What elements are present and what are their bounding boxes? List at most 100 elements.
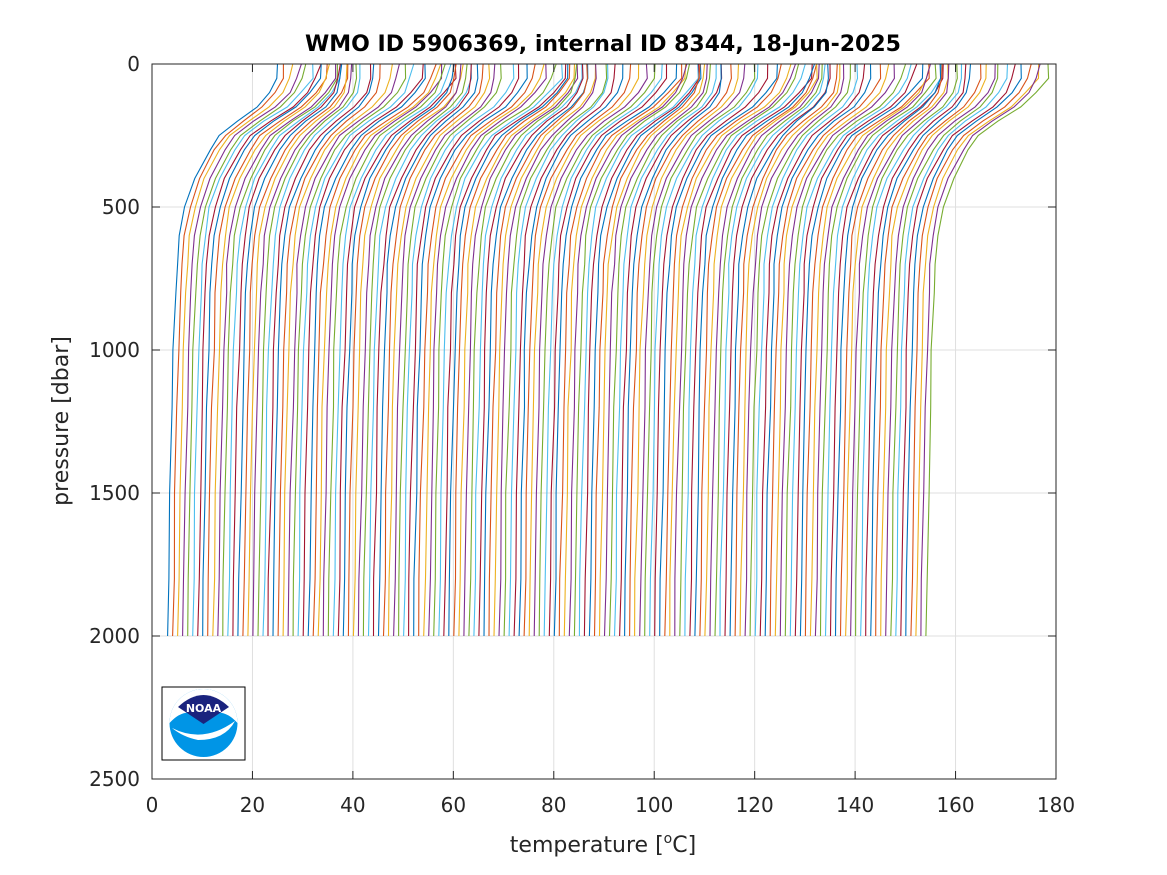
profile-line bbox=[518, 63, 624, 637]
profile-line bbox=[563, 63, 687, 637]
x-tick-label: 120 bbox=[736, 793, 774, 817]
profile-line bbox=[187, 63, 307, 637]
profile-line bbox=[428, 63, 547, 637]
profile-line bbox=[875, 63, 982, 637]
profile-line bbox=[839, 63, 943, 637]
profile-line bbox=[312, 63, 437, 637]
profile-line bbox=[804, 63, 930, 637]
profile-line bbox=[408, 63, 520, 637]
profile-line bbox=[603, 63, 708, 637]
profile-line bbox=[302, 63, 424, 637]
profile-line bbox=[322, 63, 443, 637]
profile-line bbox=[719, 63, 826, 637]
profile-line bbox=[538, 63, 656, 637]
profile-line bbox=[543, 63, 663, 637]
profile-line bbox=[317, 63, 442, 637]
profile-line bbox=[277, 63, 381, 637]
profile-line bbox=[387, 63, 491, 637]
profile-line bbox=[332, 63, 452, 637]
profile-line bbox=[503, 63, 608, 637]
profile-line bbox=[734, 63, 838, 637]
profile-line bbox=[448, 63, 569, 637]
y-tick-label: 2500 bbox=[89, 767, 140, 791]
profile-line bbox=[398, 63, 502, 637]
profile-line bbox=[443, 63, 567, 637]
profile-line bbox=[272, 63, 375, 637]
profile-line bbox=[920, 63, 1041, 637]
profile-line bbox=[699, 63, 818, 637]
profile-line bbox=[468, 63, 578, 637]
profile-line bbox=[227, 63, 342, 637]
profile-line bbox=[197, 63, 322, 637]
profile-line bbox=[704, 63, 818, 637]
profile-line bbox=[423, 63, 545, 637]
profile-line bbox=[613, 63, 717, 637]
profile-line bbox=[664, 63, 782, 637]
profile-line bbox=[307, 63, 426, 637]
x-tick-label: 0 bbox=[146, 793, 159, 817]
profile-line bbox=[553, 63, 678, 637]
profile-line bbox=[634, 63, 740, 637]
profile-line bbox=[588, 63, 702, 637]
profile-line bbox=[172, 64, 284, 637]
profile-line bbox=[860, 63, 963, 637]
profile-line bbox=[382, 63, 484, 637]
x-tick-label: 100 bbox=[635, 793, 673, 817]
profile-line bbox=[372, 63, 472, 637]
profile-line bbox=[247, 63, 348, 637]
profile-line bbox=[498, 63, 597, 637]
profile-line bbox=[177, 63, 294, 637]
profile-line bbox=[403, 63, 515, 637]
profile-line bbox=[292, 63, 407, 637]
profile-line bbox=[282, 63, 393, 637]
profile-line bbox=[684, 63, 806, 637]
profile-line bbox=[649, 63, 759, 637]
profile-line bbox=[252, 63, 353, 637]
profile-line bbox=[674, 63, 797, 637]
y-tick-labels: 0 500 1000 1500 2000 2500 bbox=[89, 52, 140, 791]
profile-line bbox=[573, 63, 691, 637]
profile-line bbox=[629, 63, 732, 637]
profile-line bbox=[558, 63, 683, 637]
profile-line bbox=[689, 63, 813, 637]
profile-line bbox=[473, 63, 583, 637]
profile-line bbox=[357, 63, 462, 637]
profile-line bbox=[377, 63, 479, 637]
profile-line bbox=[789, 63, 912, 637]
x-tick-label: 60 bbox=[441, 793, 466, 817]
x-tick-labels: 0 20 40 60 80 100 120 140 160 180 bbox=[146, 793, 1075, 817]
profile-line bbox=[624, 63, 722, 637]
profile-line bbox=[418, 63, 536, 637]
profile-line bbox=[865, 63, 967, 637]
profile-line bbox=[910, 63, 1032, 637]
profile-line bbox=[337, 63, 457, 637]
profile-line bbox=[488, 63, 588, 637]
profile-line bbox=[287, 63, 400, 637]
profile-line bbox=[829, 63, 944, 637]
x-tick-label: 140 bbox=[836, 793, 874, 817]
profile-line bbox=[362, 63, 468, 637]
profile-line bbox=[598, 63, 706, 637]
profile-line bbox=[413, 63, 528, 637]
profile-line bbox=[754, 63, 859, 637]
profile-line bbox=[232, 63, 341, 637]
profile-line bbox=[870, 63, 972, 637]
profile-line bbox=[453, 63, 571, 637]
profile-line bbox=[824, 63, 942, 637]
x-tick-label: 180 bbox=[1037, 793, 1075, 817]
profile-line bbox=[493, 63, 597, 637]
profile-line bbox=[850, 63, 950, 637]
profile-line bbox=[167, 63, 279, 637]
profile-line bbox=[799, 63, 924, 637]
profile-line bbox=[568, 63, 688, 637]
profile-line bbox=[367, 63, 473, 637]
profile-line bbox=[207, 63, 328, 637]
noaa-logo-text: NOAA bbox=[186, 702, 222, 715]
profile-line bbox=[885, 63, 996, 637]
profile-line bbox=[880, 63, 987, 637]
chart-title: WMO ID 5906369, internal ID 8344, 18-Jun… bbox=[305, 32, 901, 57]
y-tick-label: 2000 bbox=[89, 624, 140, 648]
profile-line bbox=[523, 63, 632, 637]
profile-line bbox=[900, 63, 1016, 637]
